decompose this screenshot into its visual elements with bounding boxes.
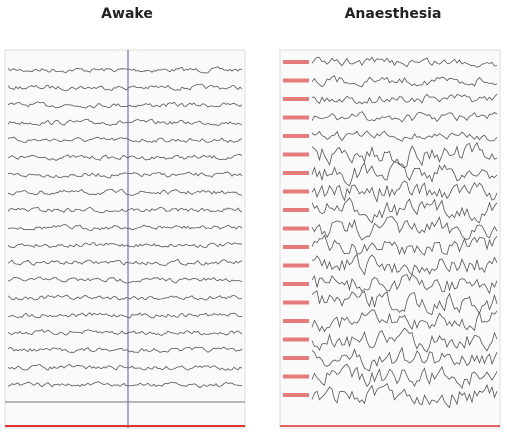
awake-panel (4, 49, 246, 429)
channel-label (283, 208, 309, 212)
eeg-trace (311, 363, 498, 389)
eeg-trace (7, 294, 243, 301)
eeg-trace (7, 136, 243, 143)
eeg-trace (311, 382, 498, 409)
eeg-trace (7, 224, 243, 231)
eeg-trace (311, 327, 498, 353)
eeg-trace (7, 241, 243, 249)
eeg-trace (7, 118, 243, 126)
channel-label (283, 282, 309, 286)
channel-label (283, 171, 309, 175)
eeg-trace (7, 346, 243, 354)
channel-label (283, 337, 309, 342)
eeg-trace (311, 197, 498, 224)
eeg-trace (7, 188, 243, 196)
channel-label (283, 245, 309, 249)
eeg-trace (311, 309, 498, 333)
eeg-trace (311, 216, 498, 241)
awake-traces (7, 66, 243, 389)
eeg-trace (311, 56, 498, 68)
anaesthesia-panel (279, 49, 501, 429)
eeg-trace (7, 171, 243, 179)
eeg-trace (7, 364, 243, 371)
eeg-trace (7, 206, 243, 214)
channel-label (283, 152, 309, 157)
channel-label (283, 97, 309, 101)
channel-label (283, 115, 309, 120)
eeg-trace (311, 346, 498, 372)
eeg-trace (311, 234, 498, 256)
eeg-trace (7, 153, 243, 161)
channel-label (283, 134, 309, 138)
channel-label (283, 374, 309, 379)
eeg-trace (7, 381, 242, 389)
eeg-trace (7, 83, 243, 92)
eeg-trace (311, 111, 498, 123)
eeg-trace (311, 290, 498, 316)
eeg-trace (311, 253, 498, 276)
panel-title: Anaesthesia (345, 6, 442, 22)
eeg-trace (311, 130, 498, 142)
eeg-trace (311, 273, 498, 295)
eeg-trace (7, 329, 243, 336)
panel-title: Awake (101, 6, 153, 22)
eeg-trace (7, 312, 243, 319)
eeg-trace (7, 66, 243, 74)
eeg-trace (311, 161, 498, 187)
channel-label (283, 60, 309, 64)
channel-label (283, 226, 309, 231)
eeg-trace (311, 180, 498, 203)
eeg-trace (7, 258, 243, 266)
eeg-trace (7, 101, 243, 109)
eeg-trace (7, 276, 243, 284)
channel-label (283, 319, 309, 323)
eeg-trace (311, 75, 498, 88)
channel-label (283, 393, 309, 397)
channel-label (283, 189, 309, 194)
eeg-trace (311, 93, 498, 105)
channel-label (283, 263, 309, 268)
channel-label (283, 78, 309, 83)
channel-label (283, 300, 309, 305)
channel-label (283, 356, 309, 360)
anaesthesia-traces (283, 56, 498, 409)
